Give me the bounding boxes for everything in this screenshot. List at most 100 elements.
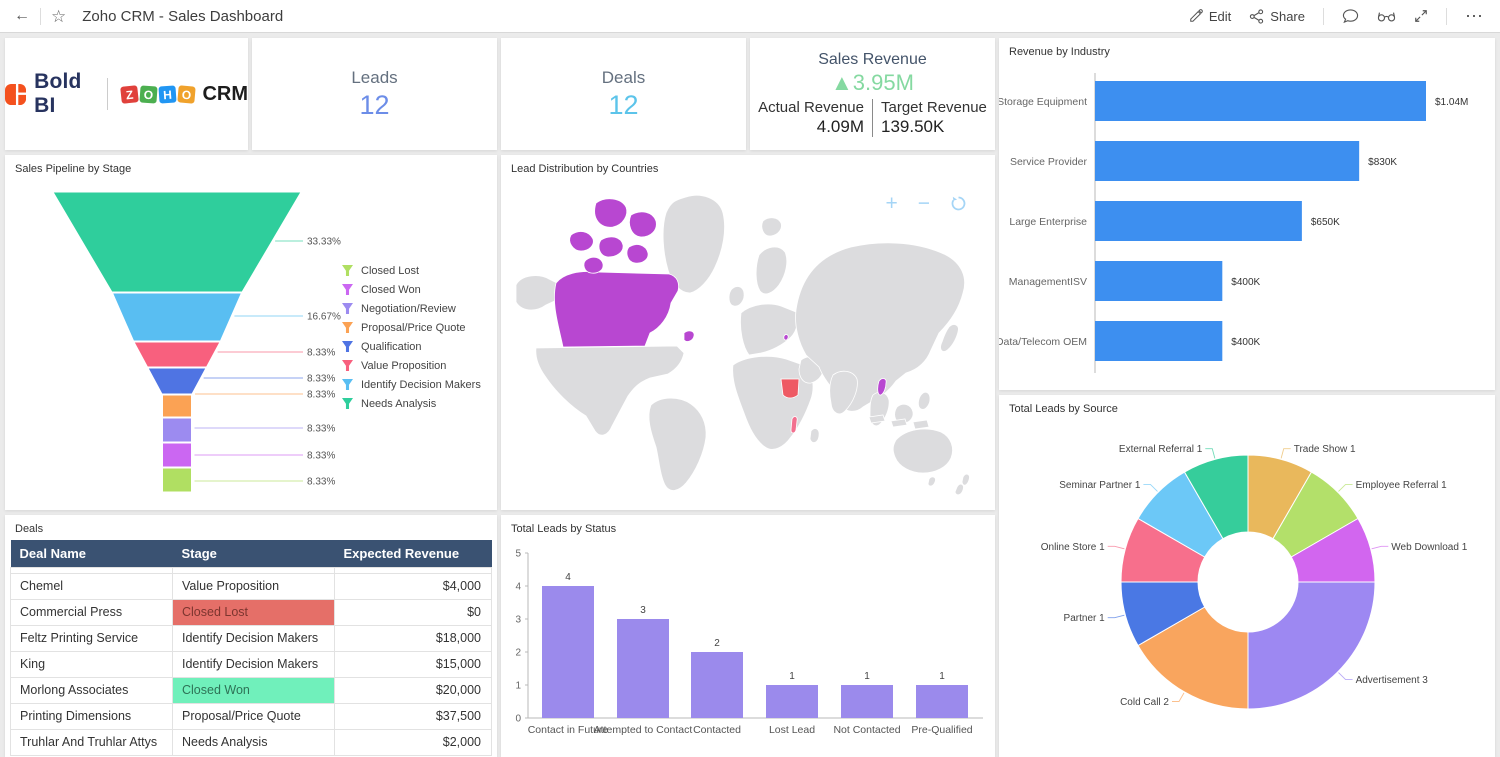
map-country-malawi[interactable] <box>790 416 798 434</box>
map-zoom-out-button[interactable]: − <box>917 192 930 215</box>
legend-item-needs-analysis[interactable]: Needs Analysis <box>342 394 481 413</box>
table-row[interactable]: Commercial Press Closed Lost $0 <box>10 598 492 626</box>
map-country-sudan[interactable] <box>780 378 800 399</box>
industry-bar[interactable] <box>1095 141 1360 181</box>
funnel-segment-needs-analysis[interactable] <box>52 191 302 293</box>
boldbi-wordmark: Bold BI <box>34 70 82 117</box>
legend-item-proposal-price-quote[interactable]: Proposal/Price Quote <box>342 318 481 337</box>
table-row[interactable]: Feltz Printing Service Identify Decision … <box>10 624 492 652</box>
table-row[interactable]: King Identify Decision Makers $15,000 <box>10 650 492 678</box>
status-bar[interactable] <box>841 685 893 718</box>
favorite-star-icon[interactable]: ☆ <box>51 6 67 26</box>
map-country-canada[interactable] <box>583 256 604 274</box>
legend-item-closed-won[interactable]: Closed Won <box>342 280 481 299</box>
map-country-greenland[interactable] <box>662 194 725 294</box>
comment-icon[interactable] <box>1342 8 1359 24</box>
map-country-australia[interactable] <box>892 428 953 474</box>
status-bar[interactable] <box>916 685 968 718</box>
funnel-segment-value-proposition[interactable] <box>133 341 221 368</box>
map-country-asia[interactable] <box>795 242 965 412</box>
map-country-iceland[interactable] <box>761 217 782 237</box>
table-row[interactable]: Truhlar And Truhlar Attys Needs Analysis $… <box>10 728 492 756</box>
funnel-percent-label: 33.33% <box>307 237 341 248</box>
status-bar[interactable] <box>542 586 594 718</box>
map-zoom-in-button[interactable]: + <box>885 192 898 215</box>
target-revenue-value: 139.50K <box>881 117 945 136</box>
map-country-south-america[interactable] <box>648 397 707 491</box>
donut-slice-external-referral[interactable] <box>1183 454 1249 540</box>
industry-bar[interactable] <box>1095 201 1302 241</box>
column-header-stage[interactable]: Stage <box>172 540 335 567</box>
funnel-segment-closed-won[interactable] <box>162 442 192 468</box>
map-country-moldova[interactable] <box>783 334 789 341</box>
map-country-scandinavia[interactable] <box>755 246 788 295</box>
panel-title: Sales Pipeline by Stage <box>15 163 132 175</box>
map-country-india[interactable] <box>829 370 858 415</box>
donut-slice-advertisement[interactable] <box>1247 581 1376 710</box>
back-button[interactable]: ← <box>14 7 30 24</box>
y-axis-tick-label: 2 <box>515 648 521 659</box>
map-country-nz-north[interactable] <box>961 473 970 486</box>
industry-bar[interactable] <box>1095 321 1223 361</box>
status-bar[interactable] <box>766 685 818 718</box>
kpi-value: 12 <box>359 89 390 120</box>
map-country-europe[interactable] <box>740 303 798 356</box>
funnel-swatch-icon <box>342 284 353 295</box>
legend-item-negotiation-review[interactable]: Negotiation/Review <box>342 299 481 318</box>
funnel-percent-label: 8.33% <box>307 348 335 359</box>
funnel-segment-proposal-price-quote[interactable] <box>162 394 192 418</box>
funnel-segment-identify-decision-makers[interactable] <box>111 292 243 342</box>
map-country-sumatra[interactable] <box>868 414 886 424</box>
funnel-segment-qualification[interactable] <box>147 367 207 395</box>
status-bar[interactable] <box>617 619 669 718</box>
map-country-new-guinea[interactable] <box>912 419 930 430</box>
legend-item-value-proposition[interactable]: Value Proposition <box>342 356 481 375</box>
edit-button[interactable]: Edit <box>1189 9 1231 24</box>
funnel-segment-closed-lost[interactable] <box>162 467 192 493</box>
legend-item-qualification[interactable]: Qualification <box>342 337 481 356</box>
map-country-canada[interactable] <box>554 271 679 348</box>
map-reset-icon[interactable] <box>950 195 967 212</box>
share-button[interactable]: Share <box>1249 9 1305 24</box>
glasses-view-icon[interactable] <box>1377 9 1396 23</box>
legend-item-identify-decision-makers[interactable]: Identify Decision Makers <box>342 375 481 394</box>
table-row[interactable]: Morlong Associates Closed Won $20,000 <box>10 676 492 704</box>
map-country-tasmania[interactable] <box>927 476 936 487</box>
map-country-nz-south[interactable] <box>954 483 964 496</box>
revenue-by-industry-panel: Revenue by Industry Storage Equipment $1.… <box>999 38 1495 390</box>
map-country-canada[interactable] <box>594 198 628 228</box>
map-country-canada[interactable] <box>598 236 624 258</box>
funnel-segment-negotiation-review[interactable] <box>162 417 192 443</box>
world-map[interactable] <box>501 185 995 505</box>
map-country-madagascar[interactable] <box>809 428 820 443</box>
map-country-japan[interactable] <box>940 324 959 352</box>
legend-label: Closed Won <box>361 283 421 296</box>
status-value-label: 4 <box>565 572 571 583</box>
map-country-canada[interactable] <box>626 244 649 264</box>
map-country-laos[interactable] <box>877 378 887 396</box>
fullscreen-icon[interactable] <box>1414 9 1428 23</box>
funnel-percent-label: 8.33% <box>307 390 335 401</box>
map-country-canada[interactable] <box>629 211 657 238</box>
status-bar[interactable] <box>691 652 743 718</box>
donut-slice-cold-call[interactable] <box>1137 606 1249 710</box>
column-header-expected-revenue[interactable]: Expected Revenue <box>334 540 492 567</box>
map-country-usa[interactable] <box>535 345 685 436</box>
legend-item-closed-lost[interactable]: Closed Lost <box>342 261 481 280</box>
more-options-icon[interactable]: ⋯ <box>1465 6 1484 26</box>
kpi-label: Leads <box>351 67 398 87</box>
map-country-borneo[interactable] <box>894 403 914 424</box>
table-row[interactable]: Printing Dimensions Proposal/Price Quote $… <box>10 702 492 730</box>
legend-label: Proposal/Price Quote <box>361 321 466 334</box>
map-country-philippines[interactable] <box>917 391 931 410</box>
panel-title: Deals <box>15 523 44 535</box>
leads-kpi-card: Leads 12 <box>252 38 497 150</box>
industry-bar[interactable] <box>1095 261 1223 301</box>
column-header-deal-name[interactable]: Deal Name <box>10 540 173 567</box>
map-country-java[interactable] <box>890 418 908 428</box>
table-row[interactable]: Chemel Value Proposition $4,000 <box>10 572 492 600</box>
industry-bar[interactable] <box>1095 81 1426 121</box>
map-country-canada[interactable] <box>683 330 695 342</box>
map-country-canada[interactable] <box>569 231 594 252</box>
map-country-uk[interactable] <box>728 286 745 307</box>
